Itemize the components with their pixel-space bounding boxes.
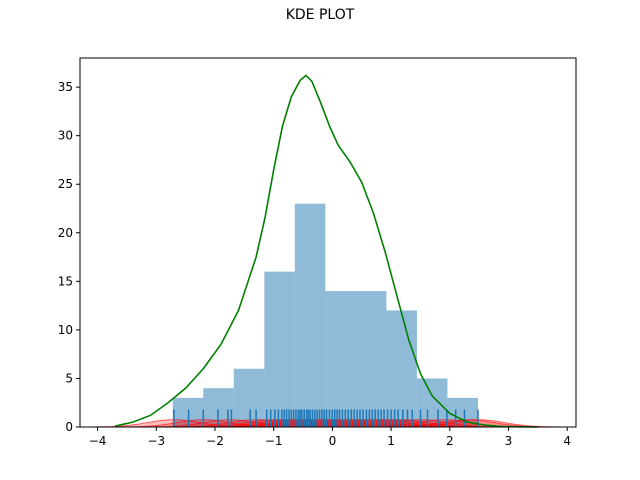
x-tick-label: −1 (265, 434, 283, 448)
histogram-bar (325, 291, 356, 427)
kde-curve-layer (115, 74, 538, 428)
histogram-bar (386, 310, 417, 427)
y-tick-label: 35 (58, 80, 73, 94)
y-tick-label: 15 (58, 274, 73, 288)
x-tick-label: 3 (505, 434, 513, 448)
kde-curve-line (115, 74, 538, 428)
axes-frame (79, 57, 577, 428)
x-tick-label: 0 (329, 434, 337, 448)
x-tick-label: 4 (563, 434, 571, 448)
rug-marks-layer (173, 409, 479, 427)
x-tick-label: −3 (147, 434, 165, 448)
x-axis-ticks: −4 −3 −2 −1 0 1 2 3 4 (89, 427, 571, 448)
x-tick-label: −4 (89, 434, 107, 448)
histogram-bar (264, 271, 295, 427)
histogram-bar (233, 368, 265, 427)
histogram-bar (355, 291, 387, 427)
y-tick-label: 25 (58, 177, 73, 191)
x-tick-label: 1 (387, 434, 395, 448)
x-tick-label: 2 (446, 434, 454, 448)
histogram-bars-layer (172, 203, 478, 427)
histogram-bar (416, 378, 448, 427)
y-tick-label: 20 (58, 226, 73, 240)
y-tick-label: 10 (58, 323, 73, 337)
y-axis-ticks: 0 5 10 15 20 25 30 35 (58, 80, 80, 434)
histogram-bar (294, 203, 326, 427)
x-tick-label: −2 (206, 434, 224, 448)
y-tick-label: 30 (58, 129, 73, 143)
y-tick-label: 0 (65, 420, 73, 434)
chart-title: KDE PLOT (285, 7, 355, 23)
y-tick-label: 5 (65, 371, 73, 385)
